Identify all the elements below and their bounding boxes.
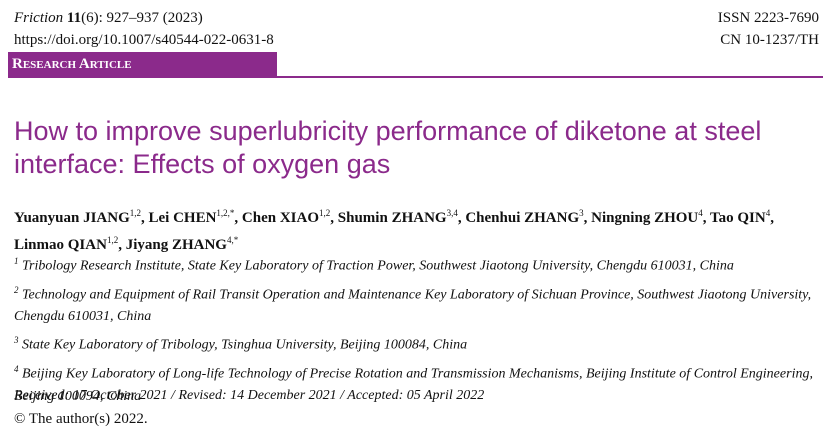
journal: Friction: [14, 10, 64, 26]
author-affiliation: 3: [579, 208, 584, 218]
affiliation-number: 4: [14, 363, 19, 374]
affiliation-number: 2: [14, 284, 19, 295]
citation: Friction 11(6): 927–937 (2023): [14, 8, 203, 28]
authors: Yuanyuan JIANG1,2 Lei CHEN1,2,* Chen XIA…: [14, 202, 824, 256]
affiliation-number: 1: [14, 256, 19, 266]
banner: Research Article: [8, 52, 277, 77]
dates: Received: 17 October 2021 / Revised: 14 …: [14, 388, 485, 403]
issue-pages: (6): 927–937 (2023): [81, 10, 203, 26]
author: Lei CHEN1,2,*: [148, 208, 242, 226]
author-name: Chen XIAO: [241, 210, 320, 226]
title: How to improve superlubricity performanc…: [14, 116, 762, 179]
author: Shumin ZHANG3,4: [337, 208, 466, 226]
affiliation-text: Beijing Key Laboratory of Long-life Tech…: [14, 366, 813, 404]
author-name: Shumin ZHANG: [337, 210, 447, 226]
author-affiliation: 1,2: [106, 235, 119, 245]
author: Ningning ZHOU4: [591, 208, 710, 226]
author-affiliation: 4,*: [226, 235, 239, 245]
affiliation-text: Technology and Equipment of Rail Transit…: [14, 287, 812, 325]
author-affiliation: 3,4: [446, 208, 458, 218]
affiliation: 3 State Key Laboratory of Tribology, Tsi…: [14, 329, 826, 357]
author-affiliation: 1,2: [319, 208, 331, 218]
author-name: Chenhui ZHANG: [465, 210, 580, 226]
author-affiliation: 4: [765, 208, 771, 218]
author-name: Linmao QIAN: [14, 237, 107, 253]
affiliation-number: 3: [14, 335, 19, 346]
affiliation-text: Tribology Research Institute, State Key …: [22, 258, 734, 274]
author-name: Yuanyuan JIANG: [14, 210, 130, 226]
cn: CN 10-1237/TH: [720, 32, 819, 48]
affiliation: 2 Technology and Equipment of Rail Trans…: [14, 279, 826, 329]
doi[interactable]: https://doi.org/10.1007/s40544-022-0631-…: [14, 32, 274, 48]
issn: ISSN 2223-7690: [717, 10, 819, 26]
author-name: Jiyang ZHANG: [125, 237, 227, 253]
author: Chen XIAO1,2: [241, 208, 338, 226]
author-name: Lei CHEN: [148, 210, 217, 226]
affiliations: 1 Tribology Research Institute, State Ke…: [14, 250, 826, 409]
author-name: Tao QIN: [709, 210, 766, 226]
author: Yuanyuan JIANG1,2: [14, 208, 149, 226]
banner-line: [8, 76, 823, 78]
author-affiliation: 1,2: [129, 208, 141, 218]
author: Linmao QIAN1,2: [14, 235, 126, 253]
author-affiliation: 1,2,*: [216, 208, 235, 218]
affiliation-text: State Key Laboratory of Tribology, Tsing…: [22, 337, 468, 353]
affiliation: 1 Tribology Research Institute, State Ke…: [14, 250, 826, 278]
author-name: Ningning ZHOU: [591, 210, 699, 226]
author: Jiyang ZHANG4,*: [125, 235, 239, 253]
affiliation: 4 Beijing Key Laboratory of Long-life Te…: [14, 358, 826, 408]
author: Chenhui ZHANG3: [465, 208, 591, 226]
copyright: © The author(s) 2022.: [14, 411, 148, 427]
volume: 11: [66, 10, 82, 26]
author-affiliation: 4: [698, 208, 703, 218]
author: Tao QIN4: [709, 208, 774, 226]
